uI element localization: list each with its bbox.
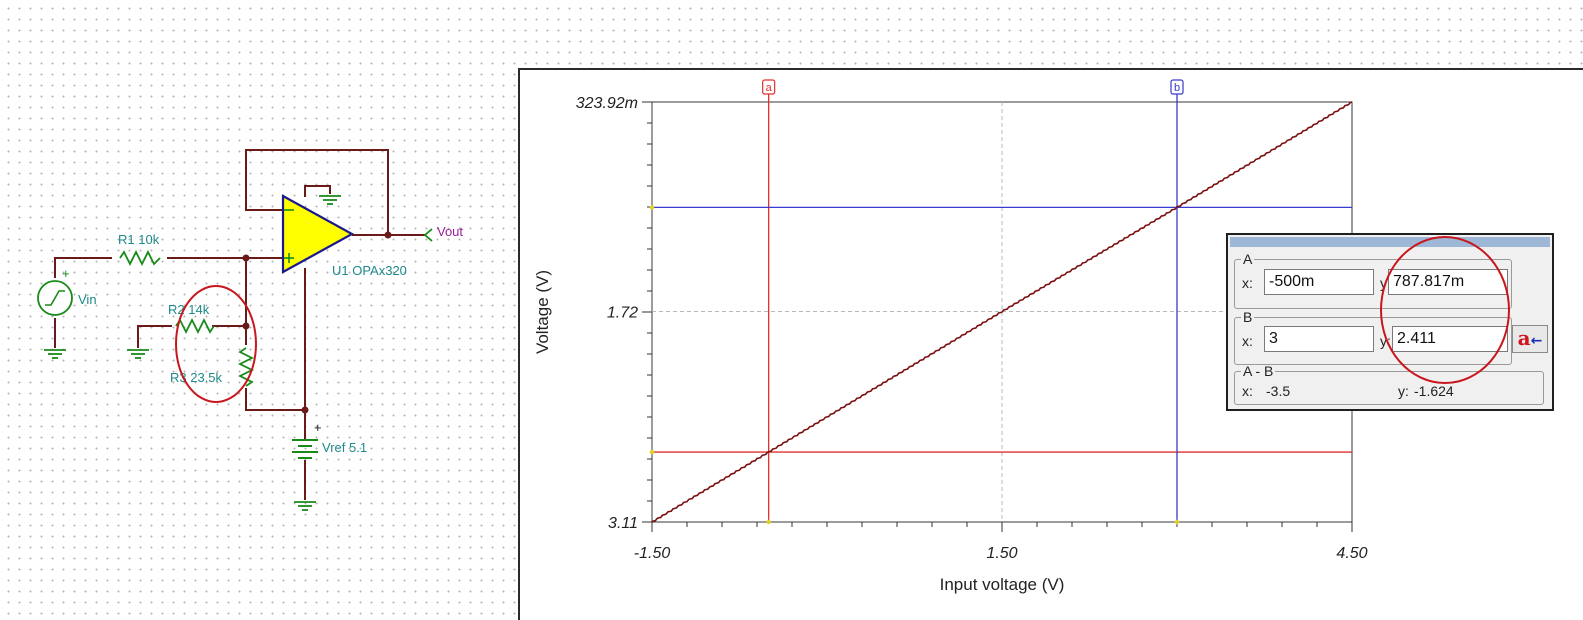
vin-source[interactable] <box>37 280 73 316</box>
cursor-a-y-marker <box>649 449 655 455</box>
cursor-b-x-marker <box>1174 519 1180 525</box>
cursor-a-legend: A <box>1243 251 1253 267</box>
highlight-ellipse-resistors <box>175 285 257 403</box>
ground-icon <box>127 349 149 359</box>
swap-cursor-button[interactable]: a← <box>1512 325 1548 353</box>
cursor-a-flag[interactable] <box>762 79 776 95</box>
cursor-b-group: B <box>1234 309 1512 365</box>
cursor-a-x-field[interactable] <box>1264 269 1374 295</box>
cursor-a-group: A <box>1234 251 1512 309</box>
ground-icon <box>294 501 316 511</box>
ground-icon <box>319 195 341 205</box>
y-tick-label: 323.92m <box>576 95 638 112</box>
u1-label: U1 OPAx320 <box>332 263 407 278</box>
x-tick-labels: -1.50 1.50 4.50 <box>634 545 1368 562</box>
vin-plus-sign: + <box>62 266 70 281</box>
cursor-a-x-label: x: <box>1242 275 1253 291</box>
panel-titlebar[interactable] <box>1230 237 1550 247</box>
cursor-diff-group: A - B <box>1234 363 1544 405</box>
arrow-left-icon: ← <box>1530 333 1543 349</box>
swap-button-letter: a <box>1517 326 1531 350</box>
cursor-readout-panel[interactable]: A x: y: B x: y: a← A - B x: -3.5 y: -1.6… <box>1226 233 1554 411</box>
cursor-a-y-field[interactable] <box>1388 269 1508 295</box>
resistor-r2[interactable] <box>175 317 215 335</box>
r1-label: R1 10k <box>118 232 160 247</box>
x-tick-label: 1.50 <box>986 545 1017 562</box>
junctions <box>242 231 392 414</box>
cursor-b-y-marker <box>649 205 655 210</box>
y-tick-labels: 3.11 1.72 323.92m <box>576 95 638 532</box>
y-axis-label: Voltage (V) <box>533 270 552 354</box>
diff-x-value: -3.5 <box>1266 383 1291 399</box>
cursor-a-flag-label: a <box>766 82 773 94</box>
opamp-u1[interactable] <box>281 194 355 274</box>
y-tick-label: 3.11 <box>608 515 638 532</box>
diff-y-label: y: <box>1398 383 1409 399</box>
diff-x-label: x: <box>1242 383 1253 399</box>
schematic-canvas[interactable]: R1 10k R2 14k R3 23.5k + Vin U1 OPAx320 … <box>0 0 520 620</box>
r3-label: R3 23.5k <box>170 370 223 385</box>
cursor-b-y-field[interactable] <box>1392 326 1508 352</box>
cursor-b-legend: B <box>1243 309 1253 325</box>
x-tick-label: 4.50 <box>1336 545 1367 562</box>
x-axis-label: Input voltage (V) <box>940 575 1065 594</box>
vref-label: Vref 5.1 <box>322 440 367 455</box>
diff-y-value: -1.624 <box>1414 383 1454 399</box>
vref-plus-sign: + <box>314 420 322 435</box>
resistor-r3[interactable] <box>237 347 255 387</box>
cursor-b-x-label: x: <box>1242 333 1253 349</box>
r2-label: R2 14k <box>168 302 210 317</box>
cursor-diff-legend: A - B <box>1243 363 1274 379</box>
resistor-r1[interactable] <box>119 249 161 267</box>
y-tick-label: 1.72 <box>607 305 638 322</box>
x-tick-label: -1.50 <box>634 545 671 562</box>
cursor-b-y-label: y: <box>1380 333 1391 349</box>
cursor-b-flag[interactable] <box>1170 79 1184 95</box>
wires <box>54 149 425 500</box>
cursor-a-y-label: y: <box>1380 275 1391 291</box>
cursor-b-x-field[interactable] <box>1264 326 1374 352</box>
vout-terminal-icon <box>423 228 433 242</box>
cursor-b-flag-label: b <box>1174 82 1180 94</box>
voltage-trace <box>651 101 1353 523</box>
vref-battery[interactable] <box>292 439 318 459</box>
vout-label: Vout <box>437 224 463 239</box>
cursor-a-x-marker <box>766 519 771 525</box>
vin-label: Vin <box>78 292 97 307</box>
ground-icon <box>44 349 66 359</box>
